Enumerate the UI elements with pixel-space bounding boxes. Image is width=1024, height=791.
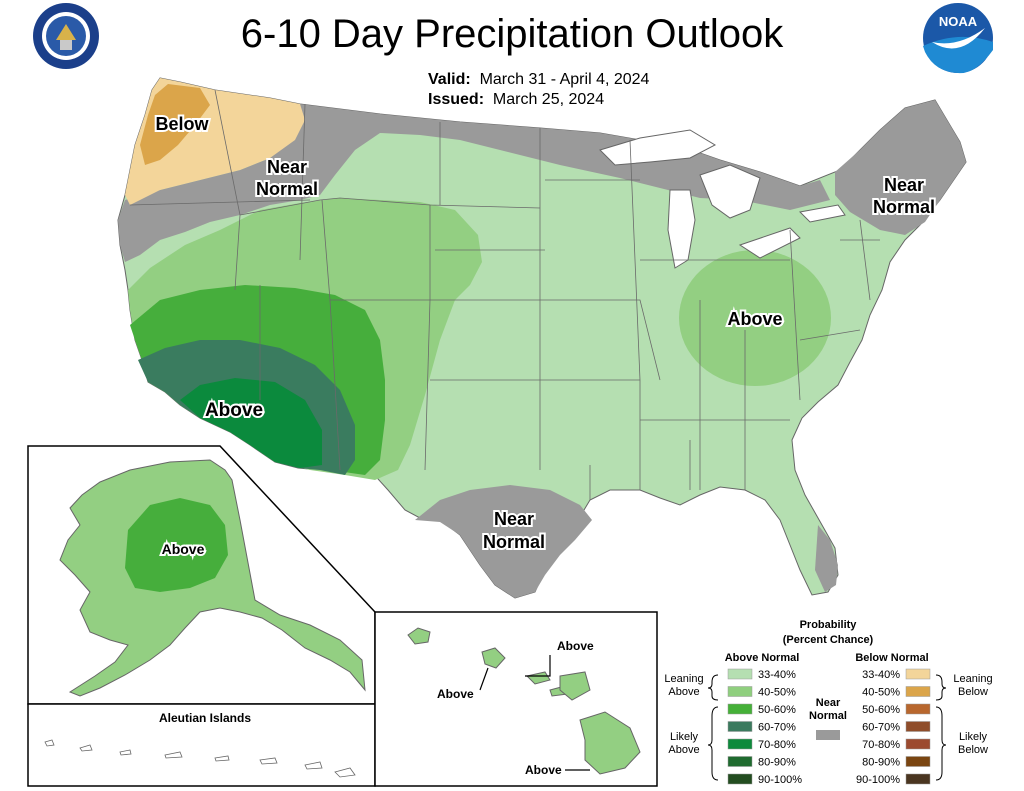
legend-leaning-below-1: Leaning — [953, 673, 992, 685]
page-title: 6-10 Day Precipitation Outlook — [240, 12, 784, 56]
legend-below-rows: 33-40% 40-50% 50-60% 60-70% 70-80% 80-90% 90-1… — [856, 668, 931, 786]
label-near-northeast-2: Normal — [873, 197, 935, 217]
label-near-northwest-2: Normal — [256, 179, 318, 199]
legend-likely-above-1: Likely — [670, 731, 699, 743]
label-near-northwest-1: Near — [267, 157, 307, 177]
alaska-inset: Above Aleutian Islands — [27, 445, 376, 787]
below-40-50-northwest — [140, 84, 210, 165]
aleutian-islands-title: Aleutian Islands — [159, 711, 251, 725]
issued-date: March 25, 2024 — [492, 91, 605, 108]
legend-above-bin-label-6: 90-100% — [758, 774, 802, 786]
label-above-hawaii-big-island: Above — [525, 763, 562, 777]
legend-leaning-above-1: Leaning — [664, 673, 703, 685]
legend-above-swatch-1 — [727, 686, 753, 697]
label-near-texas-1: Near — [494, 509, 534, 529]
label-near-northeast-1: Near — [884, 175, 924, 195]
legend-below-swatch-5 — [905, 756, 931, 767]
legend-below-bin-label-3: 60-70% — [862, 722, 900, 734]
aleutian-islands-shapes — [44, 739, 356, 778]
conus-map: Below Near Normal Near Normal Above Abov… — [117, 77, 967, 599]
legend-above-rows: 33-40% 40-50% 50-60% 60-70% 70-80% 80-90% 90-1… — [727, 668, 802, 786]
legend-leaning-below-2: Below — [958, 686, 988, 698]
legend-above-swatch-2 — [727, 703, 753, 715]
legend-below-header: Below Normal — [855, 652, 928, 664]
near-normal-florida — [815, 525, 838, 592]
noaa-logo-text: NOAA — [939, 14, 978, 29]
valid-issued-block: Valid: March 31 - April 4, 2024 Issued: … — [428, 70, 649, 110]
legend-above-bin-label-0: 33-40% — [758, 669, 796, 681]
above-70-80-southwest — [180, 378, 322, 468]
noaa-logo-icon: NOAA — [923, 3, 993, 74]
commerce-seal-icon — [33, 3, 99, 69]
legend-below-bin-label-5: 80-90% — [862, 757, 900, 769]
legend: Probability (Percent Chance) Above Norma… — [664, 619, 992, 786]
legend-above-header: Above Normal — [725, 652, 800, 664]
legend-above-swatch-0 — [727, 668, 753, 680]
alaska-above-50-60 — [125, 498, 228, 592]
legend-near-1: Near — [816, 697, 841, 709]
legend-below-bin-label-1: 40-50% — [862, 687, 900, 699]
legend-below-swatch-0 — [905, 668, 931, 680]
legend-above-bin-label-3: 60-70% — [758, 722, 796, 734]
legend-below-bin-label-4: 70-80% — [862, 739, 900, 751]
legend-below-bin-label-6: 90-100% — [856, 774, 900, 786]
hawaii-leader-lines — [479, 655, 590, 771]
legend-likely-below-2: Below — [958, 744, 988, 756]
legend-near-normal-swatch — [816, 730, 840, 740]
legend-title-1: Probability — [800, 619, 858, 631]
label-above-hawaii-maui: Above — [557, 639, 594, 653]
legend-above-swatch-4 — [727, 738, 753, 750]
legend-near-2: Normal — [809, 710, 847, 722]
legend-leaning-above-2: Above — [668, 686, 699, 698]
label-above-hawaii-oahu: Above — [437, 687, 474, 701]
great-lakes — [599, 129, 846, 269]
valid-label: Valid: — [428, 71, 471, 88]
legend-above-swatch-6 — [727, 773, 753, 785]
label-above-ohio-valley: Above — [727, 309, 782, 329]
legend-above-swatch-5 — [727, 756, 753, 767]
legend-title-2: (Percent Chance) — [783, 634, 874, 646]
valid-dates: March 31 - April 4, 2024 — [479, 71, 650, 88]
label-near-texas-2: Normal — [483, 532, 545, 552]
label-above-southwest: Above — [205, 400, 263, 421]
legend-above-bin-label-5: 80-90% — [758, 757, 796, 769]
legend-below-swatch-4 — [905, 738, 931, 750]
label-above-alaska: Above — [162, 541, 205, 557]
legend-below-bin-label-2: 50-60% — [862, 704, 900, 716]
state-boundaries — [129, 89, 880, 500]
legend-above-swatch-3 — [727, 721, 753, 732]
near-normal-texas — [415, 485, 592, 598]
legend-below-swatch-6 — [905, 773, 931, 785]
legend-below-swatch-3 — [905, 721, 931, 732]
legend-below-swatch-1 — [905, 686, 931, 697]
legend-likely-below-1: Likely — [959, 731, 988, 743]
hawaii-inset: Above Above Above — [374, 611, 658, 787]
legend-below-bin-label-0: 33-40% — [862, 669, 900, 681]
legend-above-bin-label-2: 50-60% — [758, 704, 796, 716]
hawaii-islands — [407, 627, 641, 775]
near-normal-northeast — [835, 100, 966, 235]
legend-below-swatch-2 — [905, 703, 931, 715]
issued-label: Issued: — [428, 91, 485, 108]
legend-above-bin-label-1: 40-50% — [758, 687, 796, 699]
legend-likely-above-2: Above — [668, 744, 699, 756]
label-below-northwest: Below — [155, 114, 209, 134]
legend-above-bin-label-4: 70-80% — [758, 739, 796, 751]
legend-braces — [707, 674, 947, 781]
